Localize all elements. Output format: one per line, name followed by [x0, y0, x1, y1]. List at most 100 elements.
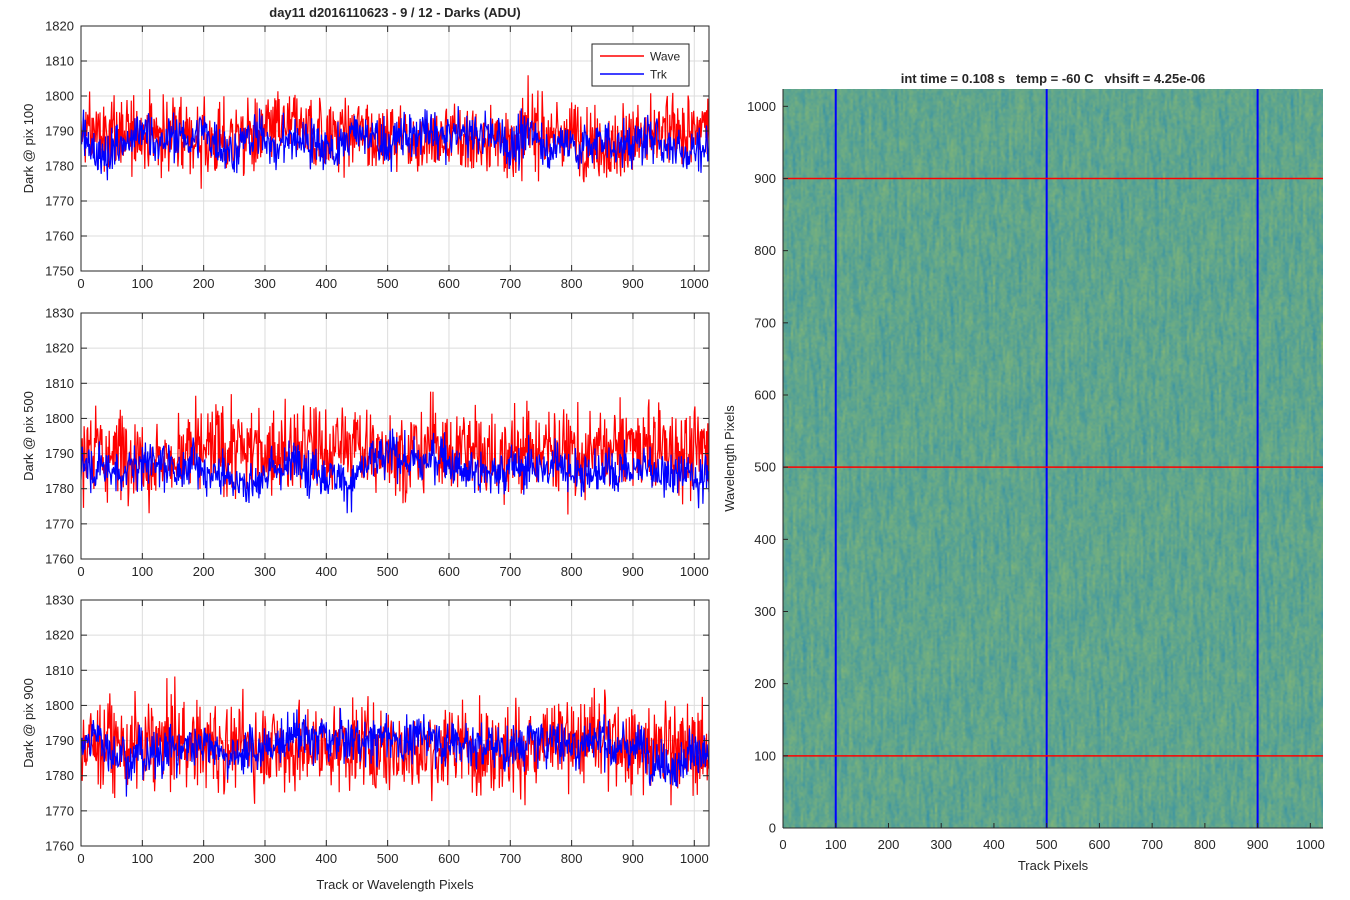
x-tick-label: 1000: [680, 276, 709, 291]
x-tick-label: 400: [315, 851, 337, 866]
series-line-trk: [81, 106, 709, 181]
x-tick-label: 700: [499, 564, 521, 579]
y-tick-label: 1790: [45, 446, 74, 461]
y-tick-label: 400: [754, 532, 776, 547]
legend-label-trk: Trk: [650, 68, 668, 82]
y-tick-label: 1800: [45, 411, 74, 426]
legend-box: [591, 43, 690, 87]
x-tick-label: 500: [1036, 837, 1058, 852]
heatmap-title: int time = 0.108 s temp = -60 C vhsift =…: [901, 71, 1206, 86]
line-panel-3: 0 100 200 300 400 500 600 700 800 900 1000 1760 1770…: [21, 593, 710, 892]
y-tick-label: 900: [754, 171, 776, 186]
x-tick-label: 0: [779, 837, 786, 852]
y-tick-label: 1790: [45, 124, 74, 139]
x-tick-label: 500: [377, 276, 399, 291]
y-tick-label: 1770: [45, 516, 74, 531]
y-tick-label: 600: [754, 387, 776, 402]
x-tick-label: 900: [622, 851, 644, 866]
x-tick-label: 0: [77, 851, 84, 866]
y-tick-label: 1800: [45, 698, 74, 713]
y-tick-label: 1820: [45, 341, 74, 356]
x-tick-label: 200: [193, 276, 215, 291]
y-tick-label: 1780: [45, 768, 74, 783]
y-tick-label: 1800: [45, 89, 74, 104]
x-tick-label: 400: [983, 837, 1005, 852]
x-tick-label: 100: [131, 851, 153, 866]
x-tick-label: 600: [1089, 837, 1111, 852]
y-tick-label: 1760: [45, 839, 74, 854]
x-tick-label: 1000: [1296, 837, 1325, 852]
y-tick-label: 200: [754, 676, 776, 691]
y-tick-label: 1830: [45, 306, 74, 321]
y-tick-label: 500: [754, 460, 776, 475]
heatmap-image: [783, 89, 1323, 828]
y-tick-label: 1780: [45, 481, 74, 496]
x-tick-label: 500: [377, 564, 399, 579]
x-tick-label: 0: [77, 276, 84, 291]
x-tick-label: 700: [1141, 837, 1163, 852]
y-tick-label: 1770: [45, 194, 74, 209]
x-tick-label: 100: [131, 564, 153, 579]
x-tick-label: 400: [315, 276, 337, 291]
legend: Wave Trk: [591, 43, 690, 87]
x-tick-label: 800: [561, 276, 583, 291]
y-tick-label: 1760: [45, 552, 74, 567]
x-tick-label: 300: [930, 837, 952, 852]
plot-area: [81, 313, 709, 559]
y-axis-label: Dark @ pix 100: [21, 104, 36, 194]
series-line-wave: [81, 75, 709, 189]
y-tick-label: 1750: [45, 264, 74, 279]
x-tick-label: 400: [315, 564, 337, 579]
x-tick-label: 600: [438, 276, 460, 291]
y-tick-label: 1820: [45, 19, 74, 34]
y-tick-label: 1770: [45, 803, 74, 818]
x-tick-label: 900: [622, 564, 644, 579]
x-tick-label: 200: [193, 564, 215, 579]
x-tick-label: 700: [499, 851, 521, 866]
y-axis-label: Wavelength Pixels: [722, 405, 737, 512]
legend-label-wave: Wave: [650, 50, 681, 64]
y-tick-label: 700: [754, 315, 776, 330]
chart-title: day11 d2016110623 - 9 / 12 - Darks (ADU): [269, 5, 520, 20]
x-tick-label: 900: [1247, 837, 1269, 852]
y-axis-label: Dark @ pix 500: [21, 391, 36, 481]
x-tick-label: 800: [561, 564, 583, 579]
y-tick-label: 300: [754, 604, 776, 619]
series-line-wave: [81, 391, 709, 515]
line-panel-2: 0 100 200 300 400 500 600 700 800 900 1000 1760 1770…: [21, 306, 710, 579]
y-tick-label: 1810: [45, 663, 74, 678]
x-tick-label: 300: [254, 564, 276, 579]
y-tick-label: 100: [754, 748, 776, 763]
x-axis-label: Track Pixels: [1018, 858, 1089, 873]
y-tick-label: 1760: [45, 229, 74, 244]
y-tick-label: 1780: [45, 159, 74, 174]
line-panel-1: 0 100 200 300 400 500 600 700 800 900 1000 1750 1760…: [21, 5, 710, 291]
x-tick-label: 800: [561, 851, 583, 866]
x-tick-label: 200: [878, 837, 900, 852]
axes-box: [80, 599, 710, 847]
x-tick-label: 100: [131, 276, 153, 291]
x-tick-label: 100: [825, 837, 847, 852]
x-tick-label: 500: [377, 851, 399, 866]
y-tick-label: 1830: [45, 593, 74, 608]
x-tick-label: 300: [254, 851, 276, 866]
axes-box: [80, 25, 710, 272]
axes-box: [80, 312, 710, 560]
x-tick-label: 900: [622, 276, 644, 291]
heatmap-panel: 0 100 200 300 400 500 600 700 800 900 1000 0 100 200 3…: [722, 71, 1325, 873]
series-line-trk: [81, 428, 709, 514]
x-tick-label: 0: [77, 564, 84, 579]
y-tick-label: 0: [769, 821, 776, 836]
y-tick-label: 1000: [747, 99, 776, 114]
y-tick-label: 800: [754, 243, 776, 258]
y-tick-label: 1810: [45, 376, 74, 391]
x-tick-label: 1000: [680, 851, 709, 866]
y-axis-label: Dark @ pix 900: [21, 678, 36, 768]
series-line-trk: [81, 708, 709, 797]
y-tick-label: 1790: [45, 733, 74, 748]
x-tick-label: 1000: [680, 564, 709, 579]
x-tick-label: 600: [438, 851, 460, 866]
x-axis-label: Track or Wavelength Pixels: [316, 877, 474, 892]
x-tick-label: 700: [499, 276, 521, 291]
